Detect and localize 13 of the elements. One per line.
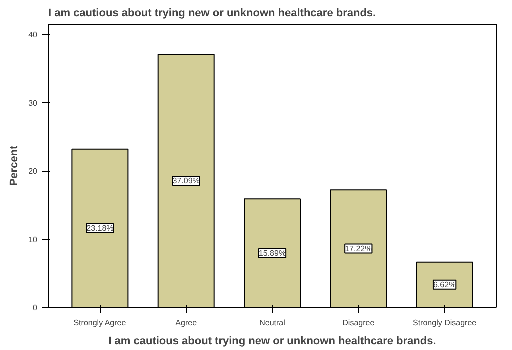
y-axis-title: Percent	[8, 145, 21, 186]
x-tick-label: Strongly Agree	[74, 318, 127, 328]
y-tick-label: 20	[28, 167, 38, 176]
y-tick-label: 30	[28, 98, 38, 108]
x-tick-label: Disagree	[342, 318, 376, 328]
x-tick-label: Strongly Disagree	[413, 318, 478, 328]
y-tick-label: 40	[28, 30, 38, 40]
y-tick-label: 10	[28, 235, 38, 244]
y-tick-label: 0	[33, 304, 38, 312]
x-axis-title: I am cautious about trying new or unknown healthcare brands.	[108, 336, 436, 348]
x-tick-label: Neutral	[260, 318, 286, 328]
x-tick-label: Agree	[176, 318, 198, 328]
chart-title: I am cautious about trying new or unknown healthcare brands.	[48, 8, 376, 20]
